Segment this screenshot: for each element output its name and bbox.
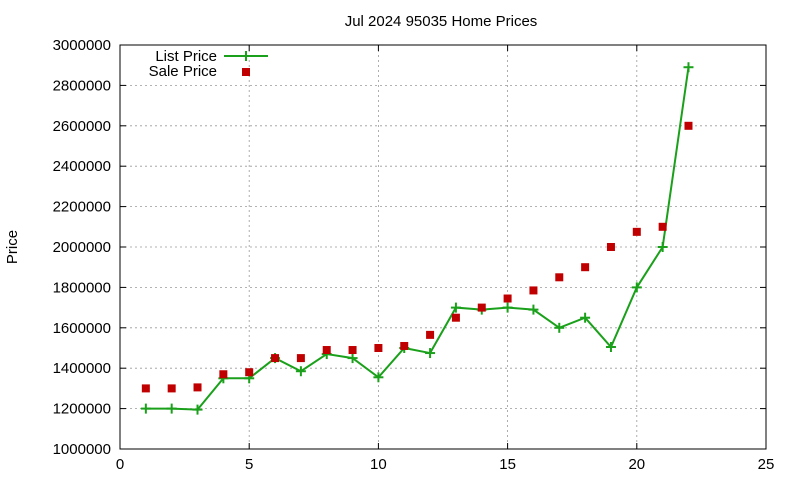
list-price-point	[140, 403, 151, 414]
x-tick-label: 5	[245, 456, 253, 473]
y-tick-label: 3000000	[53, 37, 111, 54]
list-price-point	[657, 242, 668, 252]
x-tick-label: 15	[499, 456, 516, 473]
series-layer	[140, 62, 694, 415]
sale-price-point	[245, 368, 254, 377]
list-price-point	[295, 366, 306, 377]
x-axis-ticks: 0 5 10 15 20 25	[116, 45, 775, 473]
y-tick-label: 1000000	[53, 441, 111, 458]
sale-price-point	[658, 222, 667, 231]
legend-label-sale-price: Sale Price	[149, 63, 217, 80]
plot-area-frame	[119, 44, 767, 450]
y-tick-label: 2200000	[53, 199, 111, 216]
legend-label-list-price: List Price	[155, 48, 217, 65]
sale-price-point	[606, 243, 615, 251]
x-tick-label: 25	[758, 456, 775, 473]
y-tick-label: 2600000	[53, 118, 111, 135]
list-price-point	[502, 302, 513, 313]
sale-price-point	[219, 370, 228, 379]
sale-price-point	[400, 341, 409, 350]
y-axis-label: Price	[4, 230, 21, 264]
x-tick-label: 10	[370, 456, 387, 473]
list-price-point	[554, 322, 565, 333]
list-price-point	[166, 403, 177, 414]
list-price-point	[528, 304, 539, 315]
x-tick-label: 0	[116, 456, 124, 473]
sale-price-point	[555, 273, 564, 282]
legend: List Price Sale Price	[149, 48, 268, 80]
sale-price-point	[141, 384, 150, 393]
y-tick-label: 2800000	[53, 77, 111, 94]
sale-price-point	[374, 344, 383, 352]
sale-price-point	[477, 303, 486, 312]
sale-price-point	[451, 313, 460, 322]
chart-title: Jul 2024 95035 Home Prices	[345, 13, 538, 30]
y-tick-label: 2000000	[53, 239, 111, 256]
legend-marker-sale-price	[242, 68, 250, 76]
sale-price-point	[167, 384, 176, 393]
sale-price-point	[632, 227, 641, 236]
sale-price-point	[348, 346, 357, 355]
list-price-line	[145, 67, 690, 411]
sale-price-point	[581, 263, 590, 272]
grid	[120, 45, 766, 449]
y-tick-label: 1600000	[53, 320, 111, 337]
y-tick-label: 1400000	[53, 360, 111, 377]
sale-price-point	[193, 383, 202, 392]
list-price-point	[425, 348, 436, 359]
list-price-point	[605, 341, 616, 352]
list-price-point	[192, 404, 203, 415]
legend-marker-list-price	[241, 51, 251, 61]
sale-price-point	[271, 354, 280, 363]
y-tick-label: 2400000	[53, 158, 111, 175]
sale-price-point	[296, 354, 305, 363]
list-price-point	[347, 353, 358, 364]
list-price-point	[450, 302, 461, 313]
list-price-point	[580, 312, 591, 323]
sale-price-point	[426, 330, 435, 339]
y-tick-label: 1800000	[53, 279, 111, 296]
list-price-point	[683, 62, 694, 73]
x-tick-label: 20	[628, 456, 645, 473]
sale-price-point	[503, 294, 512, 303]
list-price-point	[373, 372, 384, 383]
sale-price-point	[684, 121, 693, 130]
sale-price-point	[322, 346, 331, 355]
y-tick-label: 1200000	[53, 401, 111, 418]
list-price-point	[631, 282, 642, 293]
sale-price-point	[529, 286, 538, 295]
